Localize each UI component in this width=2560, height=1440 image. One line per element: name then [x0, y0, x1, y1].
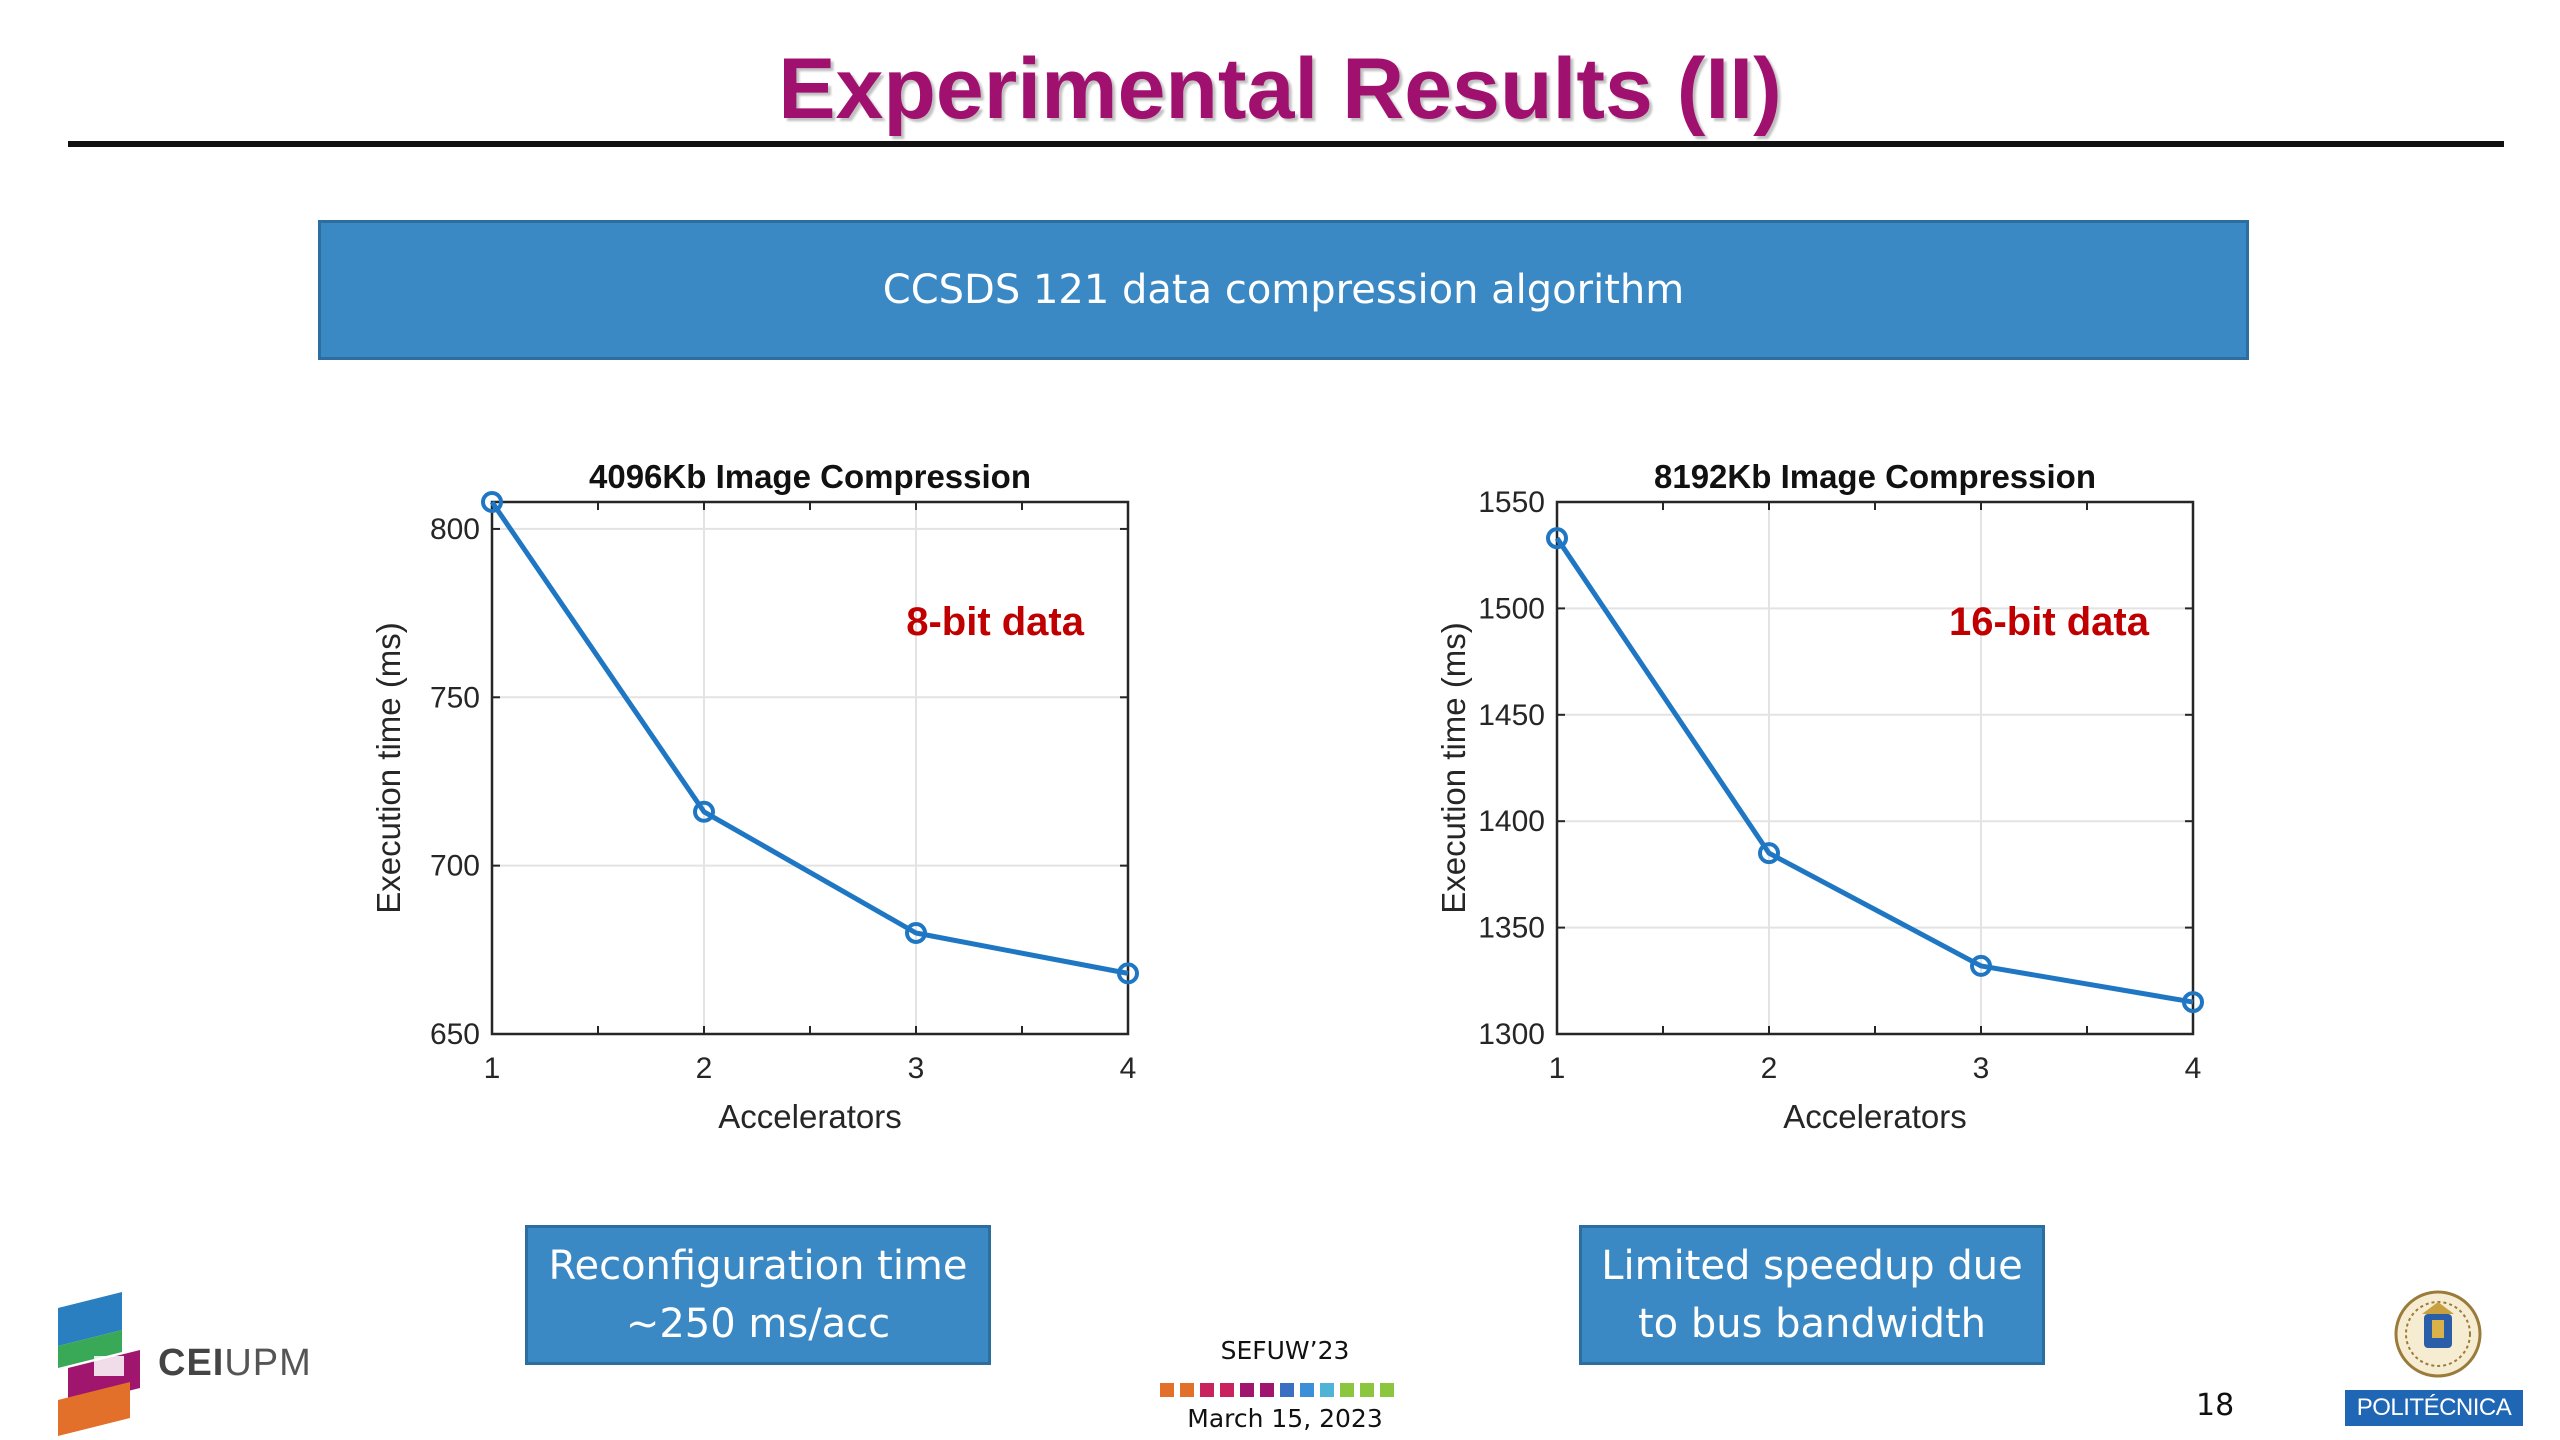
- chart-annotation: 8-bit data: [906, 600, 1085, 644]
- conference-name: SEFUW’23: [1220, 1336, 1350, 1365]
- callout-right-line-1: Limited speedup due: [1601, 1243, 2023, 1289]
- x-tick-label: 3: [908, 1052, 925, 1085]
- y-tick-label: 750: [430, 681, 480, 714]
- x-tick-label: 2: [696, 1052, 713, 1085]
- series-line: [489, 500, 1129, 976]
- plot-frame: [1555, 500, 2195, 1036]
- data-point-marker: [2182, 991, 2204, 1014]
- color-strip-square: [1160, 1383, 1174, 1397]
- conference-date: March 15, 2023: [1187, 1404, 1383, 1433]
- conference-color-strip: [1160, 1383, 1394, 1397]
- data-point-marker: [693, 800, 715, 823]
- x-tick-label: 3: [1973, 1052, 1990, 1085]
- y-tick-label: 1500: [1478, 592, 1545, 625]
- banner-text: CCSDS 121 data compression algorithm: [882, 267, 1685, 313]
- color-strip-square: [1220, 1383, 1234, 1397]
- y-tick-label: 1300: [1478, 1018, 1545, 1051]
- data-point-marker: [1970, 954, 1992, 977]
- cei-upm-logo-icon: [58, 1292, 140, 1436]
- cei-wordmark-light: UPM: [224, 1342, 312, 1384]
- color-strip-square: [1240, 1383, 1254, 1397]
- data-point-marker: [481, 491, 503, 513]
- color-strip-square: [1180, 1383, 1194, 1397]
- data-point-marker: [1546, 527, 1568, 550]
- plot-area: [1557, 502, 2193, 1034]
- y-tick-label: 1450: [1478, 699, 1545, 732]
- y-axis-label: Execution time (ms): [1435, 622, 1472, 914]
- x-axis-label: Accelerators: [1783, 1098, 1966, 1135]
- color-strip-square: [1300, 1383, 1314, 1397]
- callout-left-line-2: ~250 ms/acc: [625, 1301, 891, 1347]
- x-tick-label: 4: [2185, 1052, 2202, 1085]
- color-strip-square: [1320, 1383, 1334, 1397]
- cei-upm-wordmark: CEIUPM: [158, 1342, 312, 1385]
- chart-title: 4096Kb Image Compression: [589, 458, 1031, 495]
- upm-crest-icon: [2394, 1290, 2482, 1378]
- x-tick-label: 2: [1761, 1052, 1778, 1085]
- y-tick-label: 700: [430, 850, 480, 883]
- slide-title: Experimental Results (II): [778, 41, 1782, 137]
- color-strip-square: [1380, 1383, 1394, 1397]
- chart-annotation: 16-bit data: [1949, 600, 2150, 644]
- color-strip-square: [1360, 1383, 1374, 1397]
- title-underline: [68, 141, 2504, 147]
- plot-area: [492, 502, 1128, 1034]
- chart-8192kb: 1 2 3 4 1300 1350 1400 1450 1500 1550 8192Kb Image…: [1435, 458, 2204, 1135]
- x-tick-label: 1: [484, 1052, 501, 1085]
- page-number: 18: [2196, 1388, 2235, 1423]
- algorithm-banner: CCSDS 121 data compression algorithm: [318, 220, 2249, 360]
- data-point-marker: [1117, 962, 1139, 985]
- color-strip-square: [1260, 1383, 1274, 1397]
- plot-frame: [490, 500, 1130, 1036]
- upm-wordmark: POLITÉCNICA: [2345, 1390, 2523, 1426]
- color-strip-square: [1340, 1383, 1354, 1397]
- chart-title: 8192Kb Image Compression: [1654, 458, 2096, 495]
- chart-4096kb: 1 2 3 4 650 700 750 800 4096Kb Image Compression…: [370, 458, 1139, 1135]
- y-tick-label: 800: [430, 513, 480, 546]
- color-strip-square: [1280, 1383, 1294, 1397]
- series-line: [1554, 536, 2194, 1005]
- color-strip-square: [1200, 1383, 1214, 1397]
- reconfiguration-callout: Reconfiguration time ~250 ms/acc: [525, 1225, 991, 1365]
- y-axis-label: Execution time (ms): [370, 622, 407, 914]
- callout-left-line-1: Reconfiguration time: [548, 1243, 968, 1289]
- y-tick-label: 1550: [1478, 486, 1545, 519]
- callout-right-line-2: to bus bandwidth: [1637, 1301, 1987, 1347]
- cei-wordmark-bold: CEI: [158, 1342, 225, 1384]
- data-point-marker: [905, 921, 927, 944]
- x-tick-label: 1: [1549, 1052, 1566, 1085]
- speedup-callout: Limited speedup due to bus bandwidth: [1579, 1225, 2045, 1365]
- y-tick-label: 1400: [1478, 805, 1545, 838]
- y-tick-label: 1350: [1478, 912, 1545, 945]
- data-point-marker: [1758, 842, 1780, 865]
- x-axis-label: Accelerators: [718, 1098, 901, 1135]
- y-tick-label: 650: [430, 1018, 480, 1051]
- x-tick-label: 4: [1120, 1052, 1137, 1085]
